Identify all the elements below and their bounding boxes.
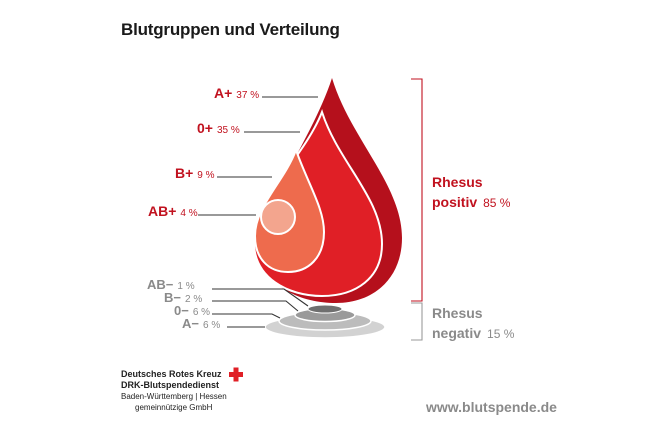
red-cross-icon bbox=[229, 367, 243, 382]
org-legal: gemeinnützige GmbH bbox=[135, 403, 213, 412]
label-a-negative: A− 6 % bbox=[182, 316, 221, 331]
rhesus-positive-label: Rhesus positiv 85 % bbox=[432, 174, 511, 210]
org-service: DRK-Blutspendedienst bbox=[121, 380, 220, 390]
label-0-negative: 0− 6 % bbox=[174, 303, 211, 318]
bracket-rhesus-negative bbox=[411, 302, 423, 341]
drop-ab-positive bbox=[260, 199, 296, 235]
page-title: Blutgruppen und Verteilung bbox=[121, 20, 340, 39]
bracket-rhesus-positive bbox=[411, 78, 423, 302]
label-a-positive: A+ 37 % bbox=[214, 85, 260, 101]
label-0-positive: 0+ 35 % bbox=[197, 120, 240, 136]
label-ab-negative: AB− 1 % bbox=[147, 277, 195, 292]
ring-ab-negative bbox=[307, 304, 343, 314]
rhesus-negative-label: Rhesus negativ 15 % bbox=[432, 305, 515, 341]
label-b-negative: B− 2 % bbox=[164, 290, 203, 305]
org-name: Deutsches Rotes Kreuz bbox=[121, 369, 222, 379]
leader-b-negative bbox=[212, 300, 299, 312]
organization-block: Deutsches Rotes Kreuz DRK-Blutspendedien… bbox=[121, 369, 227, 413]
label-ab-positive: AB+ 4 % bbox=[148, 203, 198, 219]
leader-0-negative bbox=[212, 313, 281, 319]
leader-ab-negative bbox=[212, 288, 309, 307]
org-region: Baden-Württemberg | Hessen bbox=[121, 392, 227, 401]
label-b-positive: B+ 9 % bbox=[175, 165, 215, 181]
website-link[interactable]: www.blutspende.de bbox=[426, 399, 557, 415]
